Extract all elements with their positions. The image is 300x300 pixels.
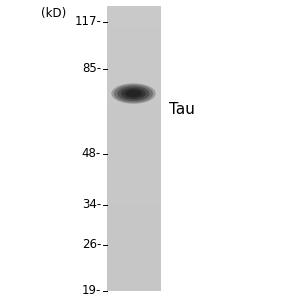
Bar [106,134,160,141]
Bar [106,248,160,255]
Text: 19-: 19- [82,284,101,298]
Bar [106,284,160,291]
Bar [106,99,160,106]
Bar [106,262,160,270]
Bar [106,70,160,77]
Bar [106,191,160,198]
Bar [106,20,160,27]
Bar [106,213,160,220]
Bar [106,198,160,206]
Bar [106,170,160,177]
Bar [106,163,160,170]
Bar [106,120,160,127]
Bar [106,127,160,134]
Bar [106,234,160,241]
Bar [106,13,160,20]
Ellipse shape [125,90,142,98]
Bar [106,227,160,234]
Bar [106,184,160,191]
Bar [106,206,160,213]
Bar [106,42,160,49]
Bar [106,148,160,156]
Bar [106,106,160,113]
Ellipse shape [121,88,146,99]
Bar [106,255,160,262]
Bar [106,92,160,99]
Bar [106,63,160,70]
Text: 85-: 85- [82,62,101,76]
Text: Tau: Tau [169,102,195,117]
Bar [106,177,160,184]
Bar [106,49,160,56]
Text: 34-: 34- [82,198,101,211]
Bar [106,77,160,84]
Bar [106,27,160,34]
Bar [106,241,160,248]
Bar [106,34,160,42]
Bar [106,84,160,92]
Bar [106,156,160,163]
Bar [106,270,160,277]
Bar [106,113,160,120]
Bar [106,220,160,227]
Bar [106,277,160,284]
Bar [106,6,160,291]
Text: 117-: 117- [74,15,101,28]
Ellipse shape [114,85,153,103]
Ellipse shape [111,83,156,104]
Bar [106,6,160,13]
Ellipse shape [118,86,149,101]
Text: 26-: 26- [82,238,101,251]
Bar [106,141,160,148]
Text: (kD): (kD) [41,7,67,20]
Text: 48-: 48- [82,147,101,160]
Bar [106,56,160,63]
